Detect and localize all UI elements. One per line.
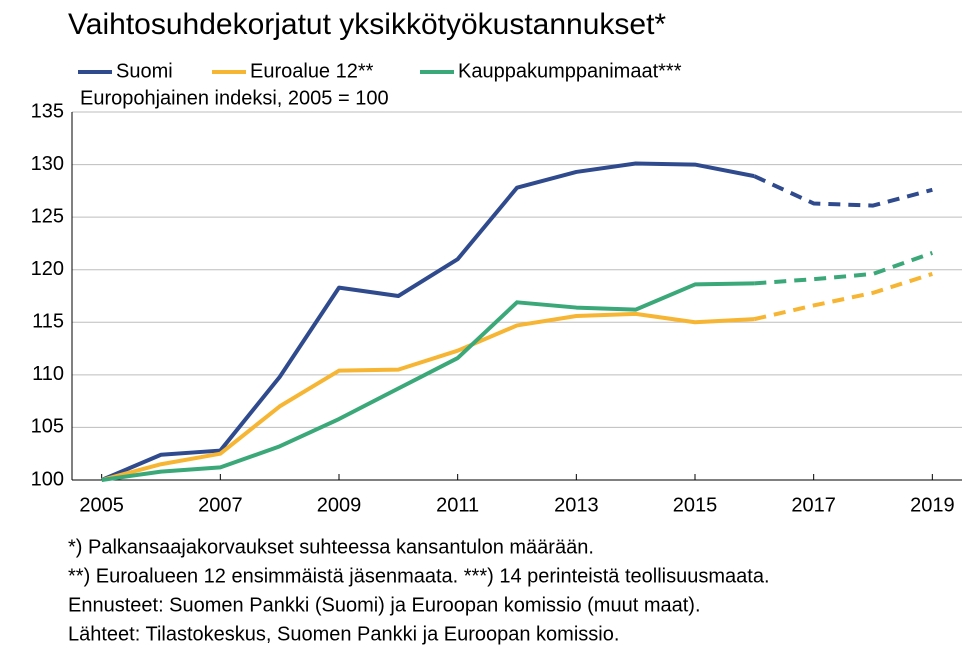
chart-subtitle: Europohjainen indeksi, 2005 = 100 [80,87,389,109]
footnote: *) Palkansaajakorvaukset suhteessa kansa… [68,536,594,558]
y-tick-label: 115 [32,311,64,333]
forecast-line [754,251,934,286]
y-tick-label: 120 [31,258,64,280]
series-line [100,161,755,482]
series-line [101,311,755,482]
x-tick-label: 2017 [791,494,836,516]
x-tick-label: 2013 [554,494,599,516]
x-tick-label: 2005 [79,494,124,516]
y-tick-label: 130 [31,153,64,175]
forecast-line [753,174,933,208]
x-tick-label: 2011 [436,494,479,516]
footnote: Ennusteet: Suomen Pankki (Suomi) ja Euro… [68,594,701,616]
y-tick-label: 105 [31,416,64,438]
footnote: **) Euroalueen 12 ensimmäistä jäsenmaata… [68,565,770,587]
y-tick-label: 135 [31,100,64,122]
legend-label: Suomi [116,60,173,82]
y-tick-label: 100 [31,468,64,490]
series-line [101,281,755,482]
legend-label: Kauppakumppanimaat*** [458,60,682,82]
x-tick-label: 2009 [317,494,362,516]
forecast-line [753,272,933,322]
x-tick-label: 2015 [673,494,718,516]
x-tick-label: 2019 [910,494,955,516]
y-tick-label: 110 [32,363,64,385]
x-tick-label: 2007 [198,494,243,516]
legend-label: Euroalue 12** [250,60,374,82]
chart-title: Vaihtosuhdekorjatut yksikkötyökustannuks… [68,8,666,41]
footnote: Lähteet: Tilastokeskus, Suomen Pankki ja… [68,623,619,645]
y-tick-label: 125 [31,205,64,227]
